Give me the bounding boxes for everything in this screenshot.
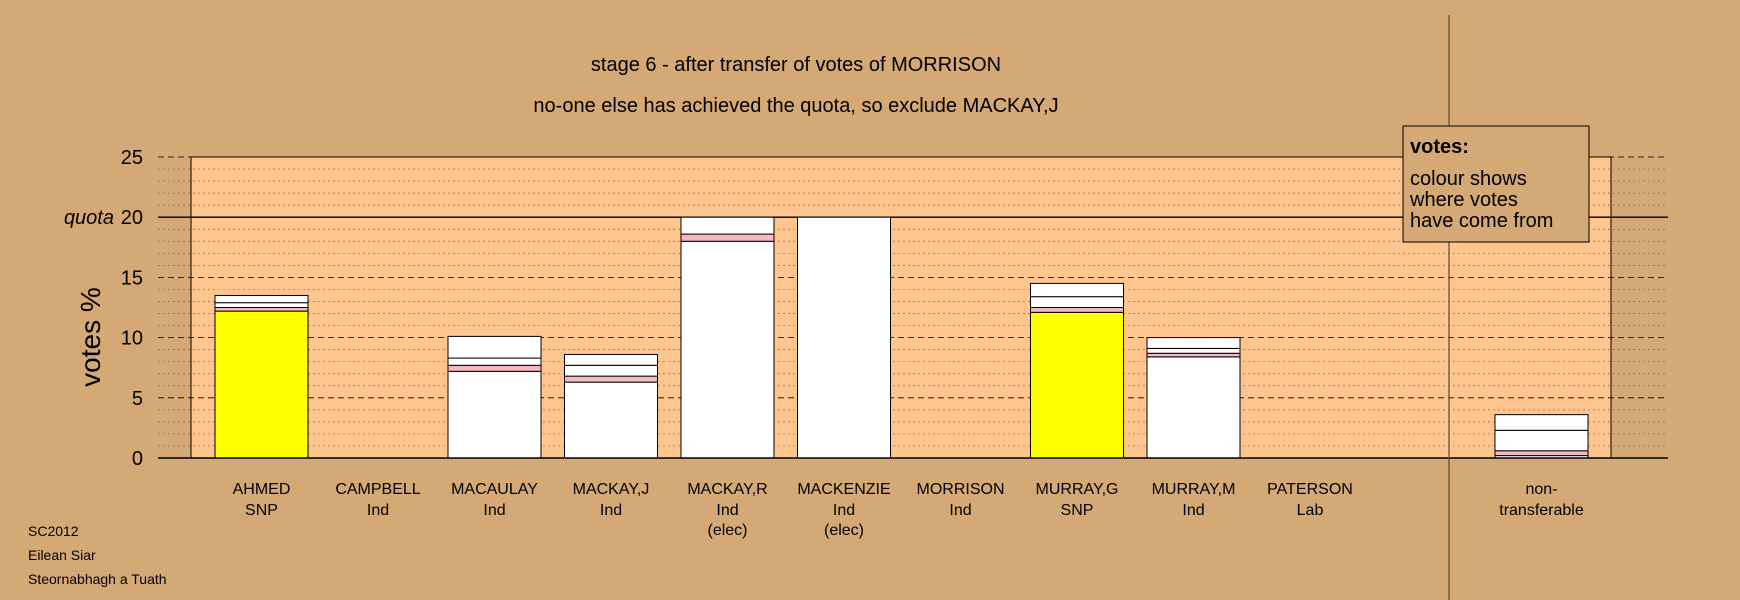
legend-line-3: have come from [1410,210,1553,232]
legend-line-2: where votes [1409,189,1518,211]
bar-segment [1030,307,1124,313]
axes: 0 5 10 15 20 25 quota [64,15,1668,600]
bar-segment [564,353,658,366]
candidate-party: Lab [1297,502,1324,519]
bar-segment [1494,429,1589,452]
legend-line-1: colour shows [1410,168,1527,190]
candidate-party: Ind [716,502,738,519]
chart-subtitle: no-one else has achieved the quota, so e… [533,95,1058,117]
bar-segment [214,307,309,312]
bar-segment [1030,296,1124,309]
bar-segment [447,357,542,366]
candidate-name: MACAULAY [451,481,538,498]
bar-mackay-j [564,353,658,459]
y-tick-label: 15 [121,267,143,289]
bar-segment [564,364,658,377]
quota-label: quota [64,207,114,229]
bar-ahmed [214,294,309,459]
bar-segment [447,364,542,372]
bar-segment [447,335,542,359]
bar-segment [1494,450,1589,457]
y-tick-label: 25 [121,147,143,169]
y-tick-label: 10 [121,328,143,350]
bar-murray-m [1146,337,1241,459]
bar-segment [1030,282,1124,298]
y-tick-label: 0 [132,448,143,470]
candidate-party: Ind [483,502,505,519]
bar-segment [797,216,891,459]
bar-segment [1030,311,1124,459]
candidate-party: Ind [600,502,622,519]
bar-segment [564,375,658,383]
bar-segment [1146,356,1241,459]
bar-segment [1146,347,1241,354]
bar-mackenzie [797,216,891,459]
bar-segment [1494,414,1589,431]
candidate-party: Ind [1182,502,1204,519]
plot-area [190,156,1612,459]
bar-segment [1146,337,1241,349]
candidate-name: PATERSON [1267,481,1353,498]
candidate-note: (elec) [707,522,747,539]
candidate-party: Ind [949,502,971,519]
bar-segment [564,381,658,459]
bar-segment [680,233,775,242]
legend-title: votes: [1410,136,1469,158]
bar-segment [214,294,309,304]
bar-segment [680,240,775,459]
candidate-party: SNP [245,502,278,519]
bar-segment [680,216,775,235]
bars [214,216,1589,459]
plot-background [190,156,1612,459]
candidate-note: (elec) [824,522,864,539]
y-axis-label: votes % [75,287,106,387]
footer-line-1: SC2012 [28,523,79,539]
bar-macaulay [447,335,542,459]
candidate-party: Ind [833,502,855,519]
candidate-name: MURRAY,G [1036,481,1119,498]
nontransferable-label-1: non- [1525,481,1557,498]
candidate-name: MORRISON [917,481,1005,498]
bar-murray-g [1030,282,1124,459]
y-tick-label: 20 [121,207,143,229]
candidate-name: CAMPBELL [335,481,420,498]
y-tick-label: 5 [132,388,143,410]
footer-line-2: Eilean Siar [28,547,96,563]
candidate-name: MACKAY,J [573,481,650,498]
candidate-party: SNP [1061,502,1094,519]
candidate-party: Ind [367,502,389,519]
gridlines [158,156,1668,447]
legend: votes: colour shows where votes have com… [1402,125,1590,243]
candidate-name: MACKENZIE [797,481,890,498]
nontransferable-label-2: transferable [1499,502,1584,519]
bar-nontransferable [1494,414,1589,459]
candidate-name: MURRAY,M [1152,481,1236,498]
chart-title: stage 6 - after transfer of votes of MOR… [591,54,1001,76]
bar-segment [214,302,309,308]
bar-mackay-r [680,216,775,459]
footer-line-3: Steornabhagh a Tuath [28,571,167,587]
legend-box [1402,125,1590,243]
candidate-name: AHMED [233,481,291,498]
candidate-labels: AHMED SNP CAMPBELL Ind MACAULAY Ind MACKAY,J In… [233,481,1584,539]
bar-segment [214,310,309,459]
bar-segment [447,370,542,459]
candidate-name: MACKAY,R [687,481,767,498]
bar-segment [1146,352,1241,358]
